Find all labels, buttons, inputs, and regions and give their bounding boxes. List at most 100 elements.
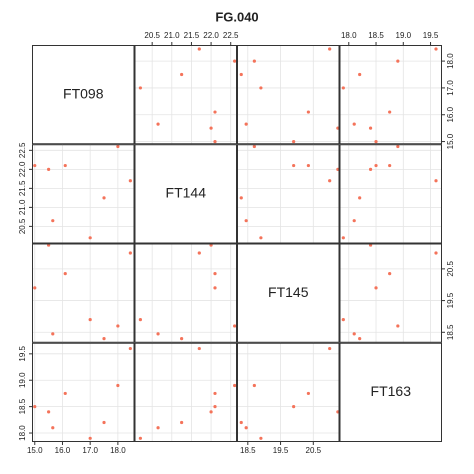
x-tick-label: 21.0	[164, 31, 180, 40]
point	[33, 286, 37, 290]
x-tick-label: 19.5	[423, 31, 439, 40]
y-tick-label: 17.0	[446, 80, 455, 96]
panel-border	[32, 45, 135, 145]
point	[213, 405, 217, 409]
point	[138, 86, 142, 90]
point	[63, 163, 67, 168]
point	[292, 139, 296, 144]
point	[213, 272, 217, 276]
point	[63, 391, 67, 396]
point	[388, 272, 392, 276]
panel-border	[339, 45, 442, 145]
panel-border	[237, 144, 340, 244]
point	[306, 163, 310, 168]
point	[434, 251, 438, 255]
variable-label: FT144	[166, 185, 207, 201]
variable-label: FT163	[371, 383, 412, 399]
point	[358, 196, 362, 200]
point	[102, 420, 106, 425]
point	[244, 219, 248, 223]
point	[292, 405, 296, 409]
point	[244, 426, 248, 430]
point	[259, 436, 263, 440]
point	[374, 139, 378, 144]
point	[244, 122, 248, 126]
point	[88, 318, 92, 322]
point	[306, 391, 310, 396]
point	[128, 346, 132, 351]
point	[209, 126, 213, 130]
point	[368, 167, 373, 171]
panel-border	[134, 144, 237, 244]
point	[396, 324, 400, 328]
x-tick-label: 20.5	[144, 31, 160, 40]
point	[341, 318, 345, 322]
point	[252, 383, 256, 388]
point	[374, 163, 378, 168]
point	[213, 110, 217, 114]
point	[116, 324, 120, 328]
point	[128, 251, 132, 255]
panel-border	[134, 243, 237, 343]
panel-border	[237, 243, 340, 343]
x-tick-label: 22.5	[223, 31, 239, 40]
x-tick-label: 21.5	[184, 31, 200, 40]
point	[252, 144, 256, 149]
point	[341, 86, 345, 90]
point	[33, 405, 37, 409]
point	[156, 332, 160, 336]
panel-border	[237, 45, 340, 145]
point	[233, 324, 237, 328]
point	[51, 219, 55, 223]
x-tick-label: 22.0	[203, 31, 219, 40]
point	[388, 110, 392, 114]
x-tick-label: 20.5	[306, 446, 322, 455]
panel-border	[32, 243, 135, 343]
panel-border	[134, 342, 237, 442]
panel-border	[237, 342, 340, 442]
y-tick-label: 16.0	[446, 106, 455, 122]
point	[156, 122, 160, 126]
y-tick-label: 18.5	[18, 398, 27, 414]
point	[239, 196, 243, 200]
point	[88, 236, 92, 240]
point	[102, 196, 106, 200]
point	[233, 59, 237, 63]
variable-label: FT098	[63, 85, 104, 101]
y-tick-label: 18.0	[446, 53, 455, 69]
point	[51, 426, 55, 430]
x-tick-label: 19.0	[396, 31, 412, 40]
point	[434, 47, 438, 51]
panel-border	[339, 342, 442, 442]
y-tick-label: 18.0	[18, 425, 27, 441]
point	[47, 410, 51, 414]
y-tick-label: 19.5	[18, 346, 27, 362]
y-tick-label: 22.0	[18, 161, 27, 177]
x-tick-label: 16.0	[55, 446, 71, 455]
point	[306, 110, 310, 114]
point	[63, 272, 67, 276]
point	[358, 72, 362, 77]
x-tick-label: 15.0	[27, 446, 43, 455]
point	[396, 144, 400, 149]
point	[138, 436, 142, 440]
y-tick-label: 18.5	[446, 324, 455, 340]
panel-border	[339, 144, 442, 244]
point	[396, 59, 400, 63]
point	[239, 72, 243, 77]
point	[328, 179, 332, 183]
point	[341, 236, 345, 240]
chart-title: FG.040	[215, 9, 258, 24]
point	[352, 122, 356, 126]
point	[388, 163, 392, 168]
point	[33, 163, 37, 168]
point	[213, 139, 217, 144]
point	[102, 337, 106, 341]
point	[352, 219, 356, 223]
y-tick-label: 21.0	[18, 199, 27, 215]
panel-border	[32, 342, 135, 442]
x-tick-label: 18.0	[341, 31, 357, 40]
point	[209, 410, 213, 414]
y-tick-label: 21.5	[18, 180, 27, 196]
